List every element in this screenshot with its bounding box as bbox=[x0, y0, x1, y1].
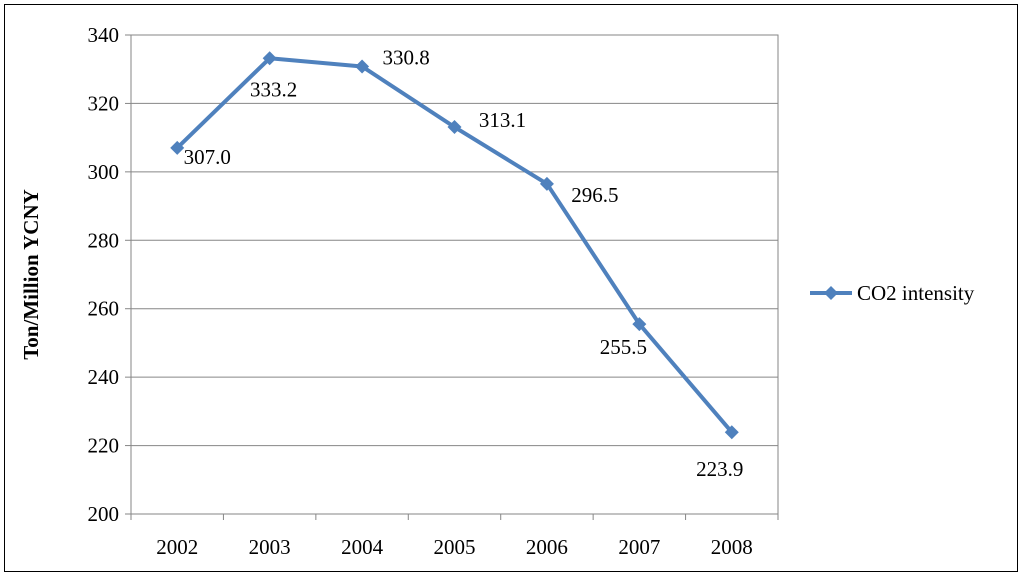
data-point-marker bbox=[539, 176, 554, 191]
data-label: 223.9 bbox=[696, 457, 743, 481]
gridlines bbox=[131, 34, 778, 447]
data-point-marker bbox=[262, 51, 277, 66]
legend-marker-icon bbox=[824, 286, 838, 300]
x-tick-label: 2002 bbox=[156, 535, 198, 559]
y-tick-label: 280 bbox=[88, 228, 120, 252]
y-tick-label: 340 bbox=[88, 23, 120, 47]
data-point-marker bbox=[447, 120, 462, 135]
series-layer: 307.0 333.2 330.8 313.1 296.5 255.5 223.9 bbox=[170, 45, 743, 481]
legend-label: CO2 intensity bbox=[857, 281, 975, 305]
x-tick-label: 2003 bbox=[249, 535, 291, 559]
y-tick-label: 220 bbox=[88, 434, 120, 458]
x-tick-label: 2008 bbox=[711, 535, 753, 559]
legend: CO2 intensity bbox=[810, 281, 975, 305]
data-label: 255.5 bbox=[600, 335, 647, 359]
data-point-marker bbox=[355, 59, 370, 74]
y-tick-label: 200 bbox=[88, 502, 120, 526]
data-label: 330.8 bbox=[382, 45, 429, 69]
data-label: 307.0 bbox=[184, 145, 231, 169]
plot-area bbox=[130, 34, 779, 515]
x-tick-label: 2005 bbox=[434, 535, 476, 559]
y-tick-label: 260 bbox=[88, 297, 120, 321]
x-axis-ticks: 2002 2003 2004 2005 2006 2007 2008 bbox=[130, 514, 779, 559]
x-tick-label: 2006 bbox=[526, 535, 568, 559]
y-tick-label: 320 bbox=[88, 91, 120, 115]
data-label: 333.2 bbox=[250, 77, 297, 101]
y-tick-label: 240 bbox=[88, 365, 120, 389]
chart-frame bbox=[4, 4, 1018, 572]
y-tick-label: 300 bbox=[88, 160, 120, 184]
data-point-marker bbox=[170, 140, 185, 155]
x-tick-label: 2004 bbox=[341, 535, 384, 559]
data-point-marker bbox=[724, 425, 739, 440]
data-label: 313.1 bbox=[479, 108, 526, 132]
data-label: 296.5 bbox=[571, 183, 618, 207]
y-axis-title: Ton/Million YCNY bbox=[19, 189, 43, 360]
y-axis-ticks: 200 220 240 260 280 300 320 340 bbox=[88, 23, 131, 526]
x-tick-label: 2007 bbox=[618, 535, 660, 559]
data-point-marker bbox=[632, 317, 647, 332]
series-line bbox=[175, 56, 734, 434]
